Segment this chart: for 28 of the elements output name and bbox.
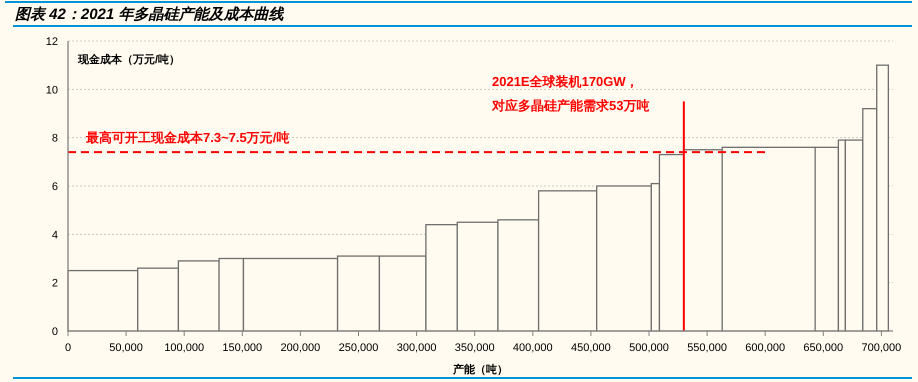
annotation: 对应多晶硅产能需求53万吨 <box>491 98 650 113</box>
x-tick-label: 200,000 <box>280 342 320 354</box>
x-tick-label: 0 <box>64 342 72 354</box>
x-tick-label: 450,000 <box>571 342 611 354</box>
y-tick-label: 4 <box>52 229 58 242</box>
annotation: 2021E全球装机170GW， <box>492 74 639 89</box>
y-tick-label: 2 <box>52 278 58 290</box>
x-tick-label: 350,000 <box>454 342 495 354</box>
x-tick-label: 100,000 <box>164 342 204 354</box>
x-tick-label: 400,000 <box>512 342 553 354</box>
x-axis-title: 产能（吨） <box>452 363 508 376</box>
x-tick-label: 300,000 <box>396 342 436 354</box>
y-tick-label: 8 <box>52 132 58 145</box>
x-tick-label: 500,000 <box>629 342 669 354</box>
y-tick-label: 6 <box>52 181 58 193</box>
chart-title: 图表 42：2021 年多晶硅产能及成本曲线 <box>15 5 284 23</box>
x-tick-label: 50,000 <box>109 342 143 354</box>
x-tick-label: 550,000 <box>687 342 727 354</box>
x-tick-label: 700,000 <box>861 342 902 354</box>
annotation: 最高可开工现金成本7.3~7.5万元/吨 <box>85 130 290 145</box>
x-tick-label: 250,000 <box>338 342 378 354</box>
y-tick-label: 10 <box>46 84 58 96</box>
y-tick-label: 0 <box>52 326 58 338</box>
x-tick-label: 150,000 <box>222 342 262 354</box>
x-tick-label: 650,000 <box>803 342 844 354</box>
y-axis-title: 现金成本（万元/吨） <box>77 53 180 66</box>
y-tick-label: 12 <box>46 36 58 48</box>
x-tick-label: 600,000 <box>745 342 786 354</box>
